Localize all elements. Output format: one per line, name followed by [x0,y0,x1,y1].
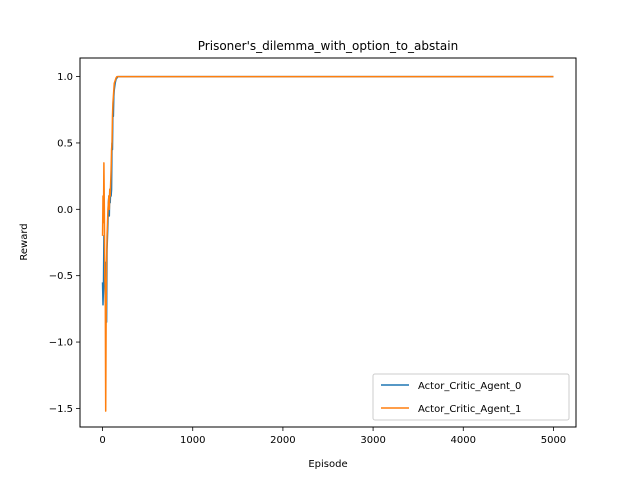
chart-title: Prisoner's_dilemma_with_option_to_abstai… [198,39,458,53]
y-tick-label: 0.5 [57,138,73,149]
y-tick-label: −0.5 [49,271,73,282]
legend-box [372,373,570,421]
series-line-agent-1 [101,75,554,412]
x-tick-label: 4000 [451,435,476,446]
legend-label-agent-0: Actor_Critic_Agent_0 [418,381,521,392]
y-tick-label: 0.0 [57,205,73,216]
x-tick-label: 1000 [180,435,205,446]
x-tick-label: 2000 [270,435,295,446]
plot-area [80,58,576,427]
y-tick-label: −1.5 [49,404,73,415]
x-tick-label: 5000 [541,435,566,446]
y-axis: −1.5 −1.0 −0.5 0.0 0.5 1.0 [49,72,80,415]
x-axis: 0 1000 2000 3000 4000 5000 [99,427,566,446]
axes-frame [79,57,577,428]
y-axis-label: Reward [19,223,30,260]
x-tick-label: 3000 [360,435,385,446]
y-tick-label: 1.0 [57,72,73,83]
x-tick-label: 0 [99,435,105,446]
legend-label-agent-1: Actor_Critic_Agent_1 [418,404,521,415]
y-tick-label: −1.0 [49,338,73,349]
legend: Actor_Critic_Agent_0 Actor_Critic_Agent_… [372,373,570,421]
x-axis-label: Episode [308,459,347,470]
series-layer [101,75,554,412]
